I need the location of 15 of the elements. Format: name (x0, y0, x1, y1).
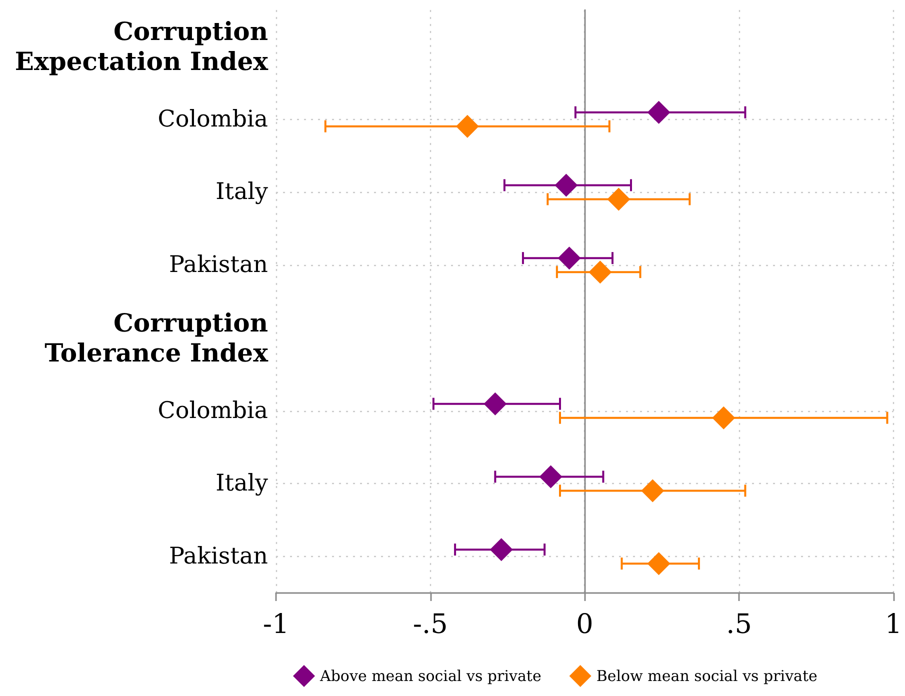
x-tick-label: .5 (726, 609, 752, 640)
x-tick-label: -.5 (412, 609, 448, 640)
legend-label: Below mean social vs private (596, 667, 818, 685)
legend-label: Above mean social vs private (319, 667, 542, 685)
y-tick-label: Colombia (158, 106, 268, 132)
x-tick-label: -1 (262, 609, 290, 640)
y-tick-label: Corruption Expectation Index (14, 16, 270, 76)
y-tick-label: Italy (216, 179, 268, 206)
y-tick-label: Pakistan (168, 544, 268, 570)
x-tick-label: 0 (576, 609, 594, 640)
y-tick-label: Italy (216, 470, 268, 497)
x-tick-label: 1 (884, 609, 902, 640)
y-tick-label: Colombia (158, 398, 268, 424)
y-tick-label: Pakistan (168, 252, 268, 278)
y-tick-label: Corruption Tolerance Index (44, 308, 270, 368)
